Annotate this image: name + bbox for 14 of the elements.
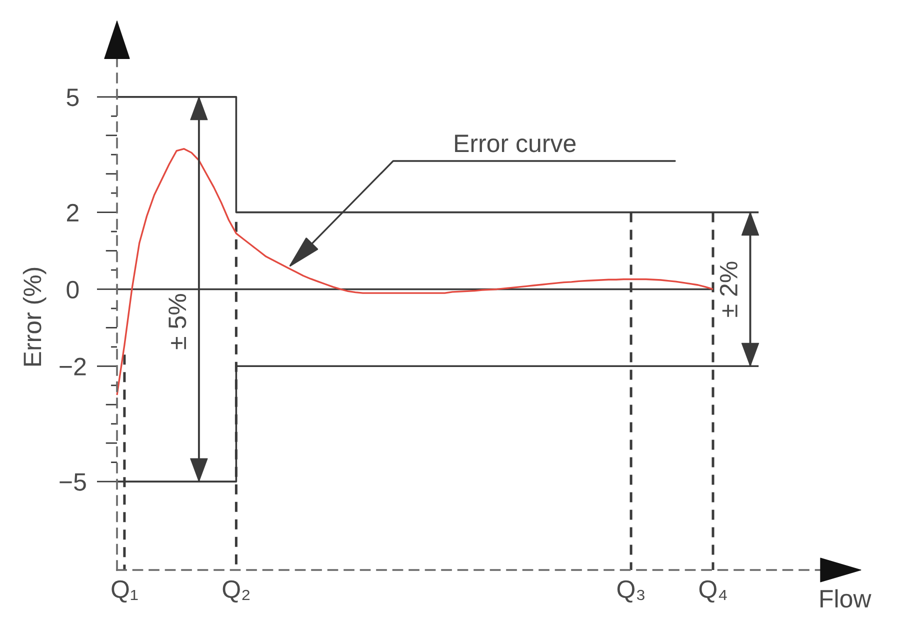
x-tick-label: Q₃ [617,580,644,603]
legend-label: ± 5% [168,294,186,350]
y-tick-label: 2 [67,204,78,222]
y-tick-label: 5 [66,88,79,106]
y-tick-label: −5 [60,473,86,491]
y-tick-label: −2 [60,358,86,376]
x-tick-label: Q₄ [699,580,727,603]
text: ± 2% [720,262,738,317]
x-axis-title: Flow [820,589,872,608]
annotation: Error curve [455,134,576,152]
y-tick-label: 0 [66,280,79,299]
y-axis-title: Error (%) [22,268,46,366]
x-tick-label: Q₂ [222,580,250,603]
x-tick-label: Q₁ [112,580,138,603]
